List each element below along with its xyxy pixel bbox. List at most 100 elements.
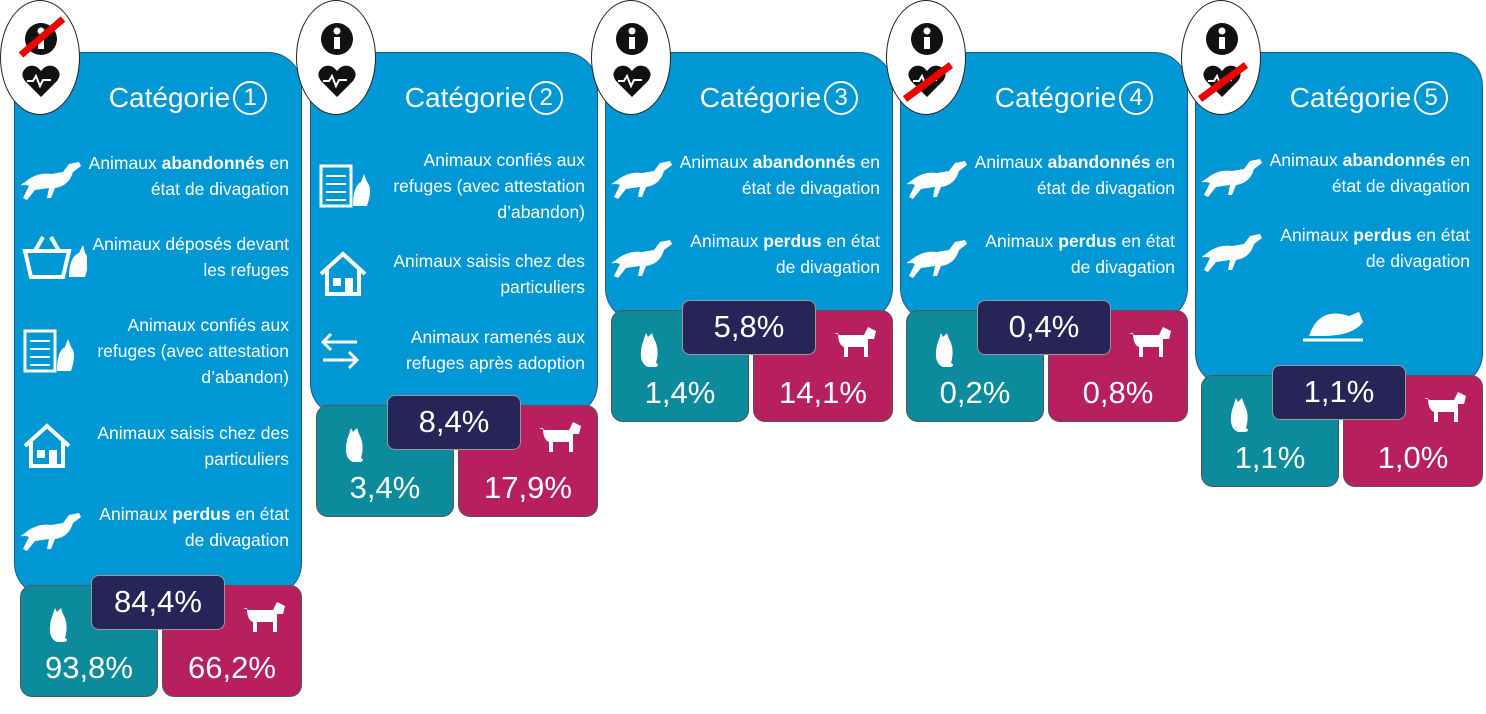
item-text-part: Animaux: [1269, 149, 1343, 170]
item-text-part: Animaux confiés aux refuges (avec attest…: [97, 315, 289, 388]
item-text: Animaux saisis chez des particuliers: [87, 420, 289, 472]
item-text-part: en état de divagation: [150, 152, 289, 199]
item: Animaux abandonnés en état de divagation: [606, 149, 880, 201]
dog-icon: [243, 602, 285, 632]
item-text-part: en état de divagation: [1365, 225, 1470, 272]
title-text: Catégorie: [108, 82, 231, 113]
dogs-value: 17,9%: [484, 470, 572, 505]
item-list: Animaux abandonnés en état de divagation…: [606, 135, 880, 293]
item-text-part: perdus: [1353, 225, 1412, 246]
badge-icons: [318, 23, 356, 97]
badge-icons: [1197, 23, 1249, 102]
item-text: Animaux perdus en état de divagation: [678, 228, 880, 280]
total-box: 0,4%: [977, 300, 1111, 355]
item-text-part: en état de divagation: [1070, 230, 1175, 277]
item-text: Animaux ramenés aux refuges après adopti…: [383, 324, 585, 376]
item-text: Animaux saisis chez des particuliers: [383, 248, 585, 300]
item: Animaux perdus en état de divagation: [901, 228, 1175, 280]
dogs-value: 0,8%: [1082, 375, 1154, 410]
item-text-part: en état de divagation: [741, 151, 880, 198]
item-text-part: Animaux ramenés aux refuges après adopti…: [405, 327, 585, 374]
item-text-part: abandonnés: [161, 152, 265, 173]
total-box: 84,4%: [91, 575, 225, 630]
item-icon: [907, 160, 967, 199]
dogs-value: 66,2%: [188, 650, 276, 685]
item-icon: [319, 164, 370, 208]
card-title: Catégorie 2: [371, 81, 597, 115]
total-box: 1,1%: [1272, 365, 1406, 420]
item-text-part: abandonnés: [1342, 149, 1446, 170]
item-list: Animaux abandonnés en état de divagation…: [15, 135, 289, 568]
item-text-part: en état de divagation: [1331, 149, 1470, 196]
title-text: Catégorie: [699, 82, 822, 113]
card-title: Catégorie 1: [75, 81, 301, 115]
dog-icon: [1424, 392, 1466, 422]
item-text-part: en état de divagation: [184, 504, 289, 551]
item-icon: [612, 239, 672, 278]
dog-icon: [1129, 327, 1171, 357]
total-box: 5,8%: [682, 300, 816, 355]
badge-icons: [902, 23, 954, 102]
title-text: Catégorie: [994, 82, 1117, 113]
badge: [1181, 0, 1261, 115]
item-list: Animaux confiés aux refuges (avec attest…: [311, 135, 585, 388]
item: Animaux abandonnés en état de divagation: [901, 149, 1175, 201]
item-text-part: Animaux: [690, 230, 764, 251]
item-list: Animaux abandonnés en état de divagation…: [1196, 135, 1470, 358]
item-text: Animaux abandonnés en état de divagation: [973, 149, 1175, 201]
cat-icon: [49, 608, 67, 642]
item-text-part: Animaux: [679, 151, 753, 172]
badge: [0, 0, 80, 115]
dog-icon: [834, 327, 876, 357]
cats-value: 1,4%: [644, 375, 716, 410]
item: Animaux déposés devant les refuges: [15, 231, 289, 283]
cat-icon: [640, 333, 658, 367]
badge: [886, 0, 966, 115]
category-number: 2: [529, 81, 564, 115]
item-icon: [907, 239, 967, 278]
item-icon: [1303, 312, 1363, 342]
item: Animaux ramenés aux refuges après adopti…: [311, 324, 585, 376]
item-list: Animaux abandonnés en état de divagation…: [901, 135, 1175, 293]
dogs-box: 14,1%: [753, 310, 893, 422]
item-text: Animaux perdus en état de divagation: [973, 228, 1175, 280]
item-icon: [319, 251, 367, 297]
item-text-part: Animaux: [1280, 225, 1354, 246]
title-text: Catégorie: [404, 82, 527, 113]
item-text-part: Animaux: [99, 504, 173, 525]
item-icon: [22, 236, 87, 280]
category-number: 3: [824, 81, 859, 115]
item-text: Animaux perdus en état de divagation: [87, 501, 289, 553]
badge: [296, 0, 376, 115]
item-text: Animaux déposés devant les refuges: [87, 231, 289, 283]
total-box: 8,4%: [387, 395, 521, 450]
item-icon: [612, 160, 672, 199]
item: Animaux saisis chez des particuliers: [311, 248, 585, 300]
dog-icon: [539, 422, 581, 452]
card-title: Catégorie 5: [1256, 81, 1482, 115]
item-icon: [21, 513, 81, 552]
dogs-value: 14,1%: [779, 375, 867, 410]
category-card: Catégorie 1 Animaux abandonnés en état de …: [14, 52, 302, 597]
dogs-box: 66,2%: [162, 585, 302, 697]
cat-icon: [935, 333, 953, 367]
item-text-part: en état de divagation: [1036, 151, 1175, 198]
card-title: Catégorie 3: [666, 81, 892, 115]
item-text-part: Animaux saisis chez des particuliers: [393, 251, 585, 298]
category-card: Catégorie 5 Animaux abandonnés en état de …: [1195, 52, 1483, 387]
cats-value: 3,4%: [349, 470, 421, 505]
item-icon: [21, 161, 81, 200]
item-icon: [23, 423, 71, 468]
item-icon: [1202, 158, 1262, 197]
item-text-part: abandonnés: [752, 151, 856, 172]
item: [1196, 298, 1470, 346]
card-title: Catégorie 4: [961, 81, 1187, 115]
cat-icon: [1230, 398, 1248, 432]
category-number: 4: [1119, 81, 1154, 115]
item: Animaux perdus en état de divagation: [15, 501, 289, 553]
cats-value: 1,1%: [1234, 440, 1306, 475]
badge-icons: [613, 23, 651, 97]
item-text-part: Animaux: [88, 152, 162, 173]
item-text: Animaux confiés aux refuges (avec attest…: [87, 312, 289, 390]
